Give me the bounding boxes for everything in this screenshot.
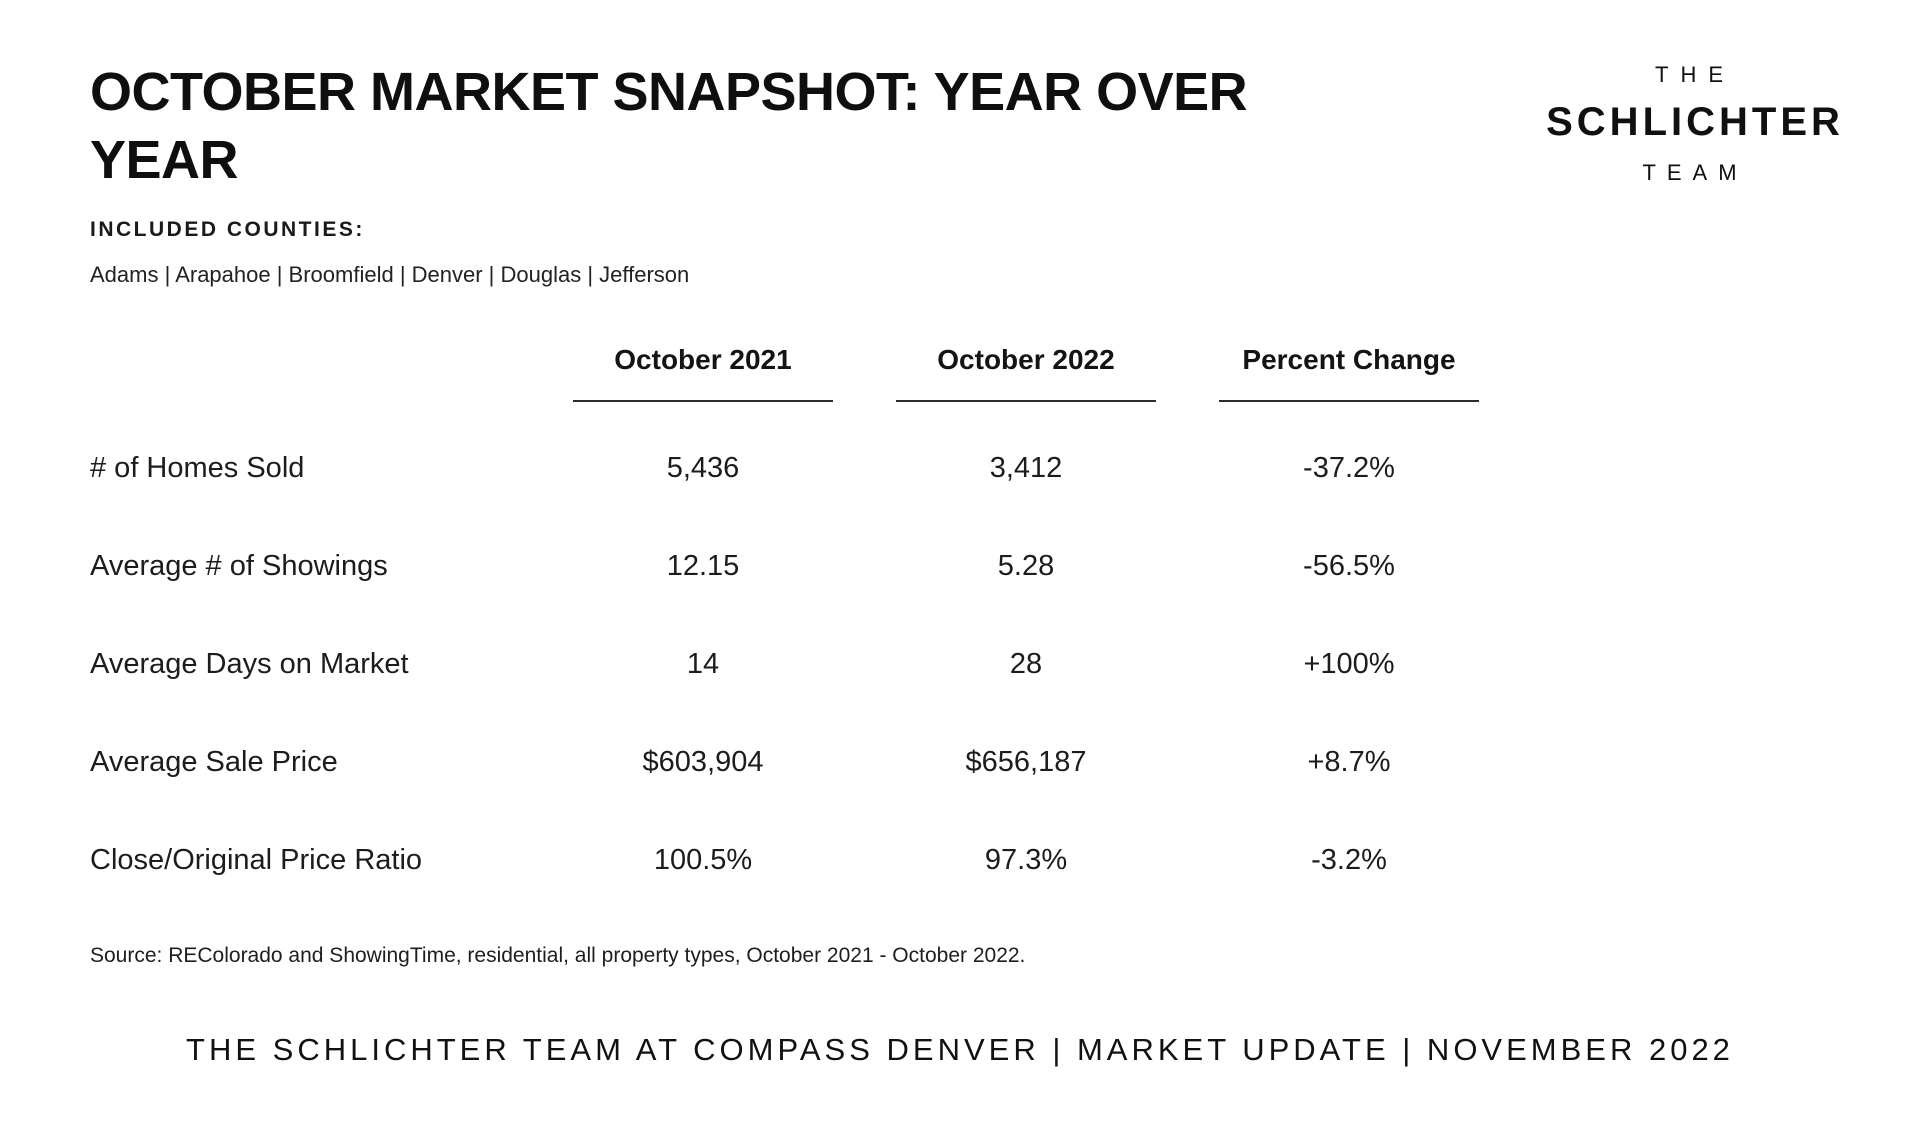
page-title-line-1: OCTOBER MARKET SNAPSHOT: YEAR OVER xyxy=(90,62,1248,122)
included-counties-heading: INCLUDED COUNTIES: xyxy=(90,218,365,241)
column-header-october-2021: October 2021 xyxy=(573,338,833,402)
header-spacer xyxy=(90,338,510,402)
footer-banner: THE SCHLICHTER TEAM AT COMPASS DENVER | … xyxy=(186,1032,1734,1067)
row-label-homes-sold: # of Homes Sold xyxy=(90,451,305,484)
column-header-percent-change: Percent Change xyxy=(1219,338,1479,402)
cell-close-ratio-oct2022: 97.3% xyxy=(984,843,1068,876)
page-title: OCTOBER MARKET SNAPSHOT: YEAR OVER YEAR xyxy=(90,58,1350,194)
source-note: Source: REColorado and ShowingTime, resi… xyxy=(90,944,1026,967)
market-table: October 2021 October 2022 Percent Change… xyxy=(90,338,1479,909)
cell-avg-showings-change: -56.5% xyxy=(1303,549,1395,582)
page-title-line-2: YEAR xyxy=(90,130,239,190)
cell-homes-sold-oct2021: 5,436 xyxy=(666,451,740,484)
column-header-october-2022: October 2022 xyxy=(896,338,1156,402)
header-underline xyxy=(1219,400,1479,402)
cell-avg-days-oct2021: 14 xyxy=(686,647,720,680)
column-header-label: October 2021 xyxy=(614,344,792,375)
cell-close-ratio-change: -3.2% xyxy=(1311,843,1387,876)
cell-homes-sold-change: -37.2% xyxy=(1303,451,1395,484)
brand-logo: THE SCHLICHTER TEAM xyxy=(1490,62,1900,186)
brand-logo-the: THE xyxy=(1655,62,1735,87)
cell-avg-sale-price-oct2021: $603,904 xyxy=(642,745,764,778)
cell-homes-sold-oct2022: 3,412 xyxy=(989,451,1063,484)
counties-list: Adams | Arapahoe | Broomfield | Denver |… xyxy=(90,262,690,287)
cell-avg-sale-price-change: +8.7% xyxy=(1307,745,1391,778)
row-label-avg-days-on-market: Average Days on Market xyxy=(90,647,409,680)
cell-avg-showings-oct2021: 12.15 xyxy=(666,549,740,582)
header-underline xyxy=(573,400,833,402)
column-header-label: Percent Change xyxy=(1242,344,1456,375)
column-header-label: October 2022 xyxy=(937,344,1115,375)
row-label-avg-sale-price: Average Sale Price xyxy=(90,745,338,778)
cell-avg-days-oct2022: 28 xyxy=(1009,647,1043,680)
row-label-avg-showings: Average # of Showings xyxy=(90,549,388,582)
cell-close-ratio-oct2021: 100.5% xyxy=(653,843,753,876)
row-label-close-original-ratio: Close/Original Price Ratio xyxy=(90,843,423,876)
cell-avg-showings-oct2022: 5.28 xyxy=(997,549,1055,582)
cell-avg-sale-price-oct2022: $656,187 xyxy=(965,745,1087,778)
brand-logo-schlichter: SCHLICHTER xyxy=(1546,100,1844,144)
cell-avg-days-change: +100% xyxy=(1303,647,1395,680)
header-underline xyxy=(896,400,1156,402)
brand-logo-team: TEAM xyxy=(1642,160,1748,185)
